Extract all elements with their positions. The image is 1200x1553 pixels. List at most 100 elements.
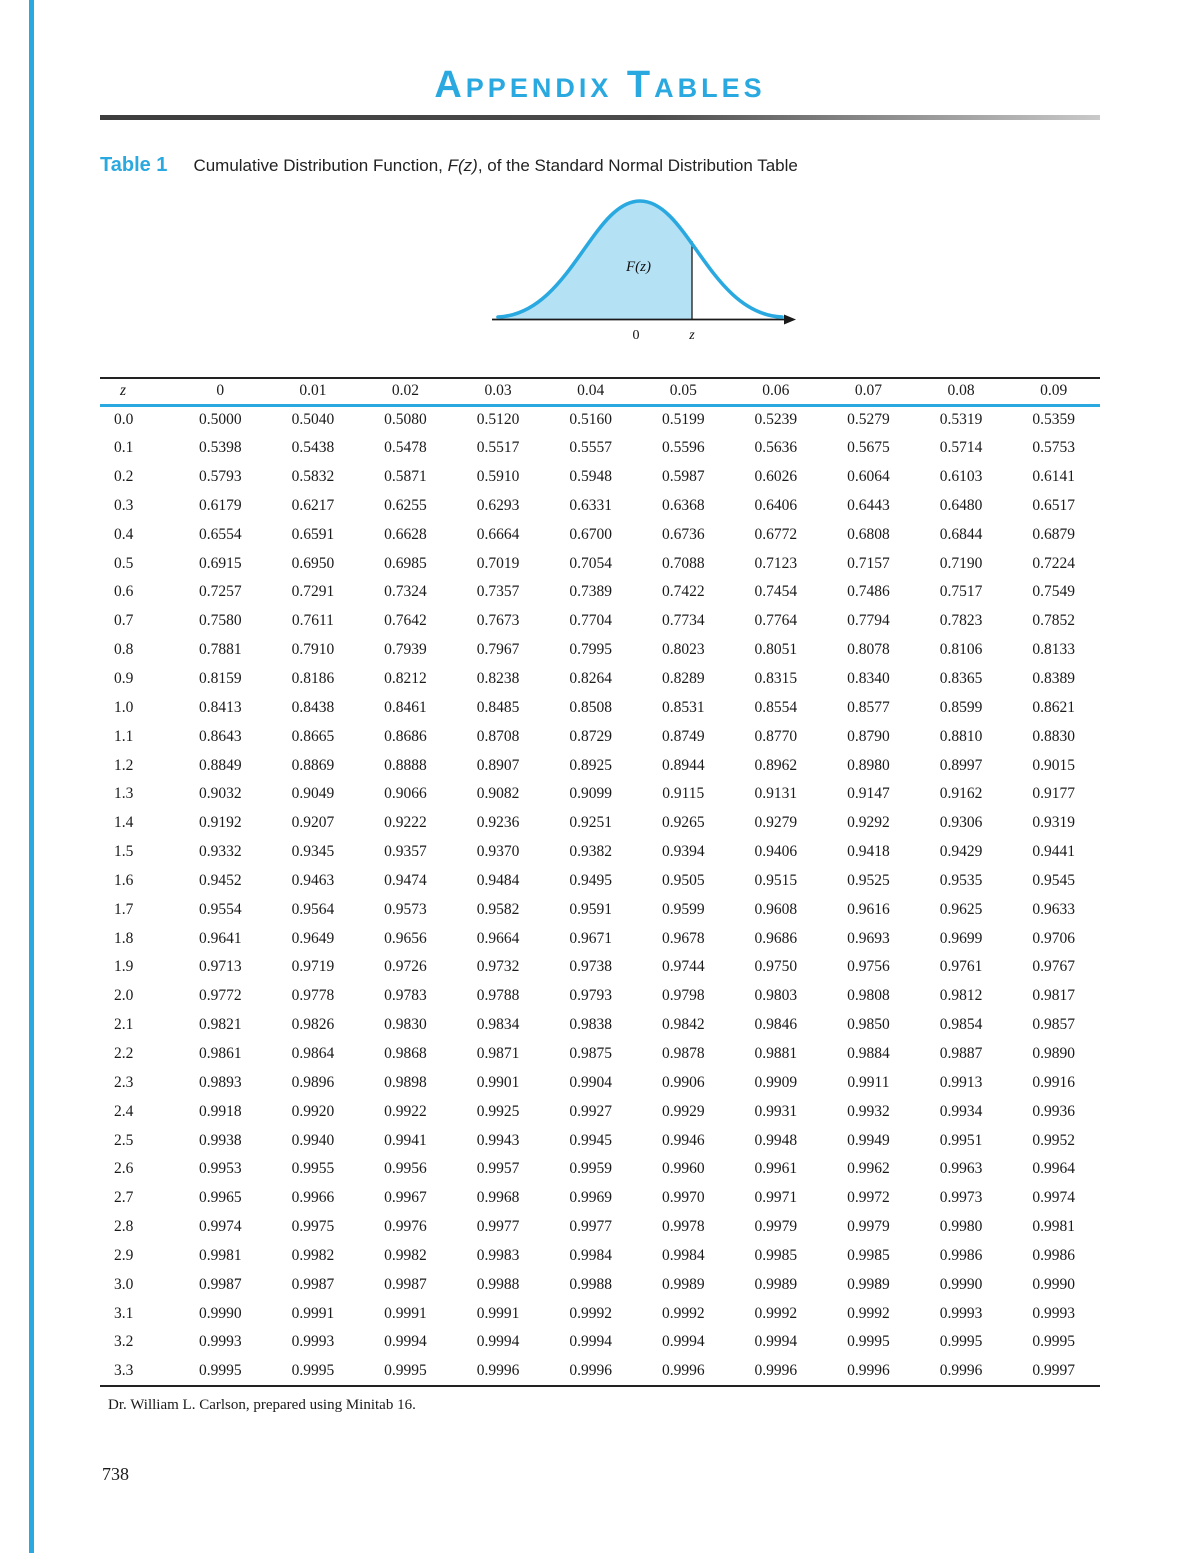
cdf-value-cell: 0.9761 <box>939 958 983 976</box>
cdf-value-cell: 0.7019 <box>476 554 520 572</box>
cdf-value-cell: 0.9222 <box>384 814 427 832</box>
cdf-value-cell: 0.9987 <box>198 1275 242 1293</box>
table-row: 1.3 0.9032 0.9049 0.9066 0.9082 0.9099 0.9115 0… <box>100 780 1100 809</box>
cdf-value-cell: 0.9929 <box>661 1102 705 1120</box>
cdf-value-cell: 0.9982 <box>291 1246 335 1264</box>
cdf-value-cell: 0.9989 <box>754 1275 798 1293</box>
cdf-value-cell: 0.8438 <box>291 698 335 716</box>
cdf-value-cell: 0.8023 <box>661 641 705 659</box>
cdf-value-cell: 0.9693 <box>847 929 890 947</box>
z-value-cell: 2.0 <box>114 987 134 1005</box>
cdf-value-cell: 0.9015 <box>1032 756 1075 774</box>
cdf-value-cell: 0.8925 <box>569 756 612 774</box>
page-title: Appendix Tables <box>434 64 766 106</box>
cdf-value-cell: 0.9641 <box>198 929 242 947</box>
cdf-value-cell: 0.9978 <box>661 1218 705 1236</box>
table-row: 3.3 0.9995 0.9995 0.9995 0.9996 0.9996 0.9996 0… <box>100 1357 1100 1386</box>
column-header: 0.04 <box>577 382 605 400</box>
cdf-value-cell: 0.9948 <box>754 1131 798 1149</box>
fz-area-label: F(z) <box>625 259 651 275</box>
cdf-value-cell: 0.9861 <box>198 1044 242 1062</box>
cdf-value-cell: 0.9971 <box>754 1189 798 1207</box>
cdf-value-cell: 0.6368 <box>661 496 705 514</box>
cdf-value-cell: 0.9868 <box>384 1044 427 1062</box>
cdf-value-cell: 0.9671 <box>569 929 612 947</box>
cdf-value-cell: 0.9744 <box>661 958 705 976</box>
table1-label: Table 1 <box>100 154 168 176</box>
cdf-value-cell: 0.9985 <box>847 1246 890 1264</box>
cdf-value-cell: 0.9996 <box>569 1361 612 1379</box>
cdf-value-cell: 0.7580 <box>198 612 242 630</box>
cdf-value-cell: 0.9803 <box>754 987 798 1005</box>
cdf-value-cell: 0.9878 <box>661 1044 705 1062</box>
z-value-cell: 0.4 <box>114 525 134 543</box>
column-header: 0.02 <box>391 382 420 400</box>
table-row: 0.1 0.5398 0.5438 0.5478 0.5517 0.5557 0.5596 0… <box>100 434 1100 463</box>
cdf-value-cell: 0.8554 <box>754 698 798 716</box>
cdf-value-cell: 0.7995 <box>569 641 612 659</box>
page-edge-bar <box>29 0 34 1553</box>
cdf-value-cell: 0.9429 <box>939 843 983 861</box>
cdf-value-cell: 0.9890 <box>1032 1044 1075 1062</box>
cdf-value-cell: 0.9812 <box>939 987 983 1005</box>
table-row: 0.8 0.7881 0.7910 0.7939 0.7967 0.7995 0.8023 0… <box>100 636 1100 665</box>
cdf-value-cell: 0.5160 <box>569 411 612 429</box>
cdf-value-cell: 0.9979 <box>754 1218 798 1236</box>
table-row: 0.6 0.7257 0.7291 0.7324 0.7357 0.7389 0.7422 0… <box>100 578 1100 607</box>
cdf-value-cell: 0.9394 <box>661 843 705 861</box>
cdf-value-cell: 0.9418 <box>847 843 890 861</box>
cdf-value-cell: 0.9798 <box>661 987 705 1005</box>
cdf-value-cell: 0.8106 <box>939 641 983 659</box>
column-header: 0.08 <box>947 382 975 400</box>
cdf-value-cell: 0.7642 <box>384 612 427 630</box>
cdf-value-cell: 0.5398 <box>198 439 242 457</box>
cdf-value-cell: 0.9332 <box>198 843 242 861</box>
cdf-value-cell: 0.9953 <box>198 1160 242 1178</box>
z-table-body: 0.0 0.5000 0.5040 0.5080 0.5120 0.5160 0.5199 0… <box>100 405 1100 1386</box>
table-row: 2.5 0.9938 0.9940 0.9941 0.9943 0.9945 0.9946 0… <box>100 1126 1100 1155</box>
z-value-cell: 0.0 <box>114 411 134 429</box>
cdf-value-cell: 0.9767 <box>1032 958 1075 976</box>
cdf-value-cell: 0.9793 <box>569 987 612 1005</box>
cdf-value-cell: 0.9251 <box>569 814 612 832</box>
cdf-value-cell: 0.9857 <box>1032 1016 1075 1034</box>
cdf-value-cell: 0.6808 <box>847 525 890 543</box>
z-value-cell: 2.2 <box>114 1044 134 1062</box>
cdf-value-cell: 0.9938 <box>198 1131 242 1149</box>
cdf-value-cell: 0.9964 <box>1032 1160 1075 1178</box>
z-value-cell: 1.8 <box>114 929 134 947</box>
cdf-value-cell: 0.9945 <box>569 1131 612 1149</box>
cdf-value-cell: 0.7734 <box>661 612 705 630</box>
table-row: 2.8 0.9974 0.9975 0.9976 0.9977 0.9977 0.9978 0… <box>100 1213 1100 1242</box>
cdf-value-cell: 0.9974 <box>198 1218 242 1236</box>
cdf-value-cell: 0.6772 <box>754 525 798 543</box>
z-value-cell: 3.2 <box>114 1333 134 1351</box>
cdf-value-cell: 0.9932 <box>847 1102 890 1120</box>
cdf-value-cell: 0.6406 <box>754 496 798 514</box>
table-row: 1.6 0.9452 0.9463 0.9474 0.9484 0.9495 0.9505 0… <box>100 867 1100 896</box>
cdf-value-cell: 0.9996 <box>661 1361 705 1379</box>
z-value-cell: 3.0 <box>114 1275 134 1293</box>
cdf-value-cell: 0.9783 <box>384 987 427 1005</box>
cdf-value-cell: 0.7764 <box>754 612 798 630</box>
z-value-cell: 2.1 <box>114 1016 134 1034</box>
z-value-cell: 2.7 <box>114 1189 134 1207</box>
cdf-value-cell: 0.9967 <box>384 1189 427 1207</box>
cdf-value-cell: 0.9925 <box>476 1102 520 1120</box>
caption-fz: F(z) <box>447 156 478 175</box>
cdf-value-cell: 0.9993 <box>198 1333 242 1351</box>
cdf-value-cell: 0.8485 <box>476 698 520 716</box>
cdf-value-cell: 0.9911 <box>847 1073 890 1091</box>
cdf-value-cell: 0.9893 <box>198 1073 242 1091</box>
cdf-value-cell: 0.8389 <box>1032 670 1075 688</box>
cdf-value-cell: 0.9834 <box>476 1016 520 1034</box>
cdf-value-cell: 0.9582 <box>476 900 520 918</box>
cdf-value-cell: 0.8315 <box>754 670 798 688</box>
cdf-value-cell: 0.8830 <box>1032 727 1075 745</box>
cdf-value-cell: 0.8133 <box>1032 641 1075 659</box>
table-row: 2.4 0.9918 0.9920 0.9922 0.9925 0.9927 0.9929 0… <box>100 1097 1100 1126</box>
cdf-value-cell: 0.5948 <box>569 468 612 486</box>
cdf-value-cell: 0.8599 <box>939 698 983 716</box>
cdf-value-cell: 0.9656 <box>384 929 427 947</box>
cdf-value-cell: 0.9664 <box>476 929 520 947</box>
